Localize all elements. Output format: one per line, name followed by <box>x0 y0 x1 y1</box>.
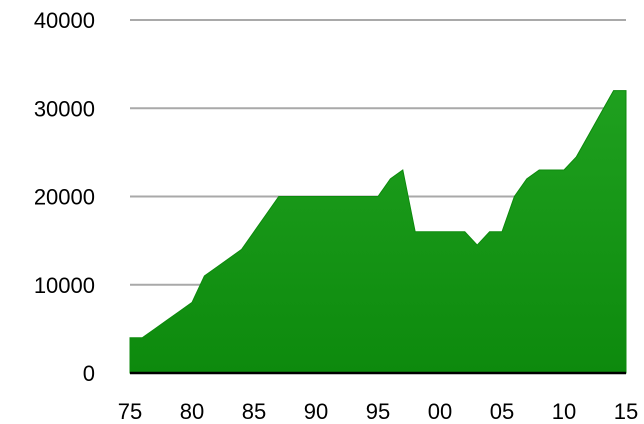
y-tick-labels: 0 10000 20000 30000 40000 <box>34 8 95 386</box>
area-fill <box>129 90 627 374</box>
x-tick-label: 90 <box>304 399 328 424</box>
area-series <box>129 90 627 374</box>
x-tick-label: 85 <box>242 399 266 424</box>
y-tick-label: 10000 <box>34 273 95 298</box>
x-tick-label: 80 <box>180 399 204 424</box>
x-tick-label: 00 <box>428 399 452 424</box>
y-tick-label: 0 <box>83 361 95 386</box>
y-tick-label: 40000 <box>34 8 95 33</box>
x-tick-labels: 75 80 85 90 95 00 05 10 15 <box>118 399 638 424</box>
x-tick-label: 75 <box>118 399 142 424</box>
x-tick-label: 10 <box>552 399 576 424</box>
y-tick-label: 20000 <box>34 185 95 210</box>
x-tick-label: 05 <box>490 399 514 424</box>
x-tick-label: 95 <box>366 399 390 424</box>
x-tick-label: 15 <box>614 399 638 424</box>
y-tick-label: 30000 <box>34 96 95 121</box>
